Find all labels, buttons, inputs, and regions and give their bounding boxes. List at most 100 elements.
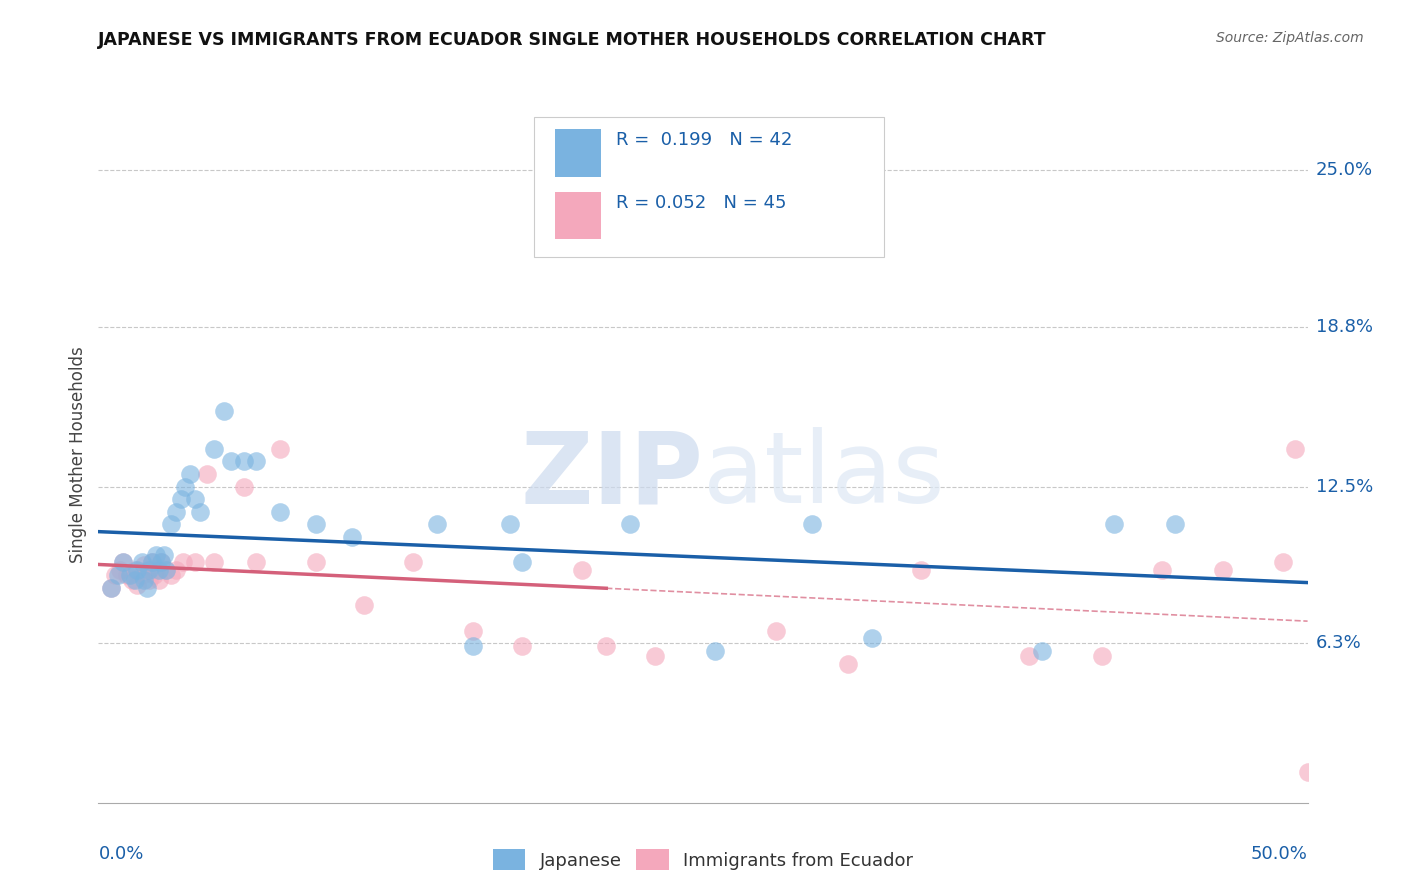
Point <box>127 578 149 592</box>
Point <box>111 556 134 570</box>
Point <box>269 505 291 519</box>
Point <box>837 657 859 671</box>
Point <box>1018 648 1040 663</box>
Legend: Japanese, Immigrants from Ecuador: Japanese, Immigrants from Ecuador <box>485 842 921 877</box>
Text: 25.0%: 25.0% <box>1316 161 1374 179</box>
Point <box>135 581 157 595</box>
Point <box>269 442 291 456</box>
Point <box>595 639 617 653</box>
FancyBboxPatch shape <box>555 192 602 239</box>
Point <box>111 556 134 570</box>
Text: JAPANESE VS IMMIGRANTS FROM ECUADOR SINGLE MOTHER HOUSEHOLDS CORRELATION CHART: JAPANESE VS IMMIGRANTS FROM ECUADOR SING… <box>98 31 1047 49</box>
Point <box>124 563 146 577</box>
Point <box>305 556 328 570</box>
Point <box>765 624 787 638</box>
Point <box>232 454 254 468</box>
Point <box>1272 556 1295 570</box>
Point <box>107 568 129 582</box>
Point <box>1284 442 1306 456</box>
Point <box>245 556 267 570</box>
Point <box>134 558 156 572</box>
Point <box>169 492 191 507</box>
Point <box>165 563 187 577</box>
Y-axis label: Single Mother Households: Single Mother Households <box>69 347 87 563</box>
Text: 18.8%: 18.8% <box>1316 318 1372 336</box>
Point <box>121 573 143 587</box>
Point <box>184 556 207 570</box>
Point <box>148 573 170 587</box>
Point <box>1102 517 1125 532</box>
Point <box>160 517 183 532</box>
Text: R = 0.052   N = 45: R = 0.052 N = 45 <box>616 194 786 212</box>
FancyBboxPatch shape <box>555 129 602 177</box>
Point <box>704 644 727 658</box>
Point <box>353 599 375 613</box>
FancyBboxPatch shape <box>534 118 884 257</box>
Point <box>1163 517 1185 532</box>
Point <box>141 556 163 570</box>
Point <box>160 568 183 582</box>
Point <box>510 556 533 570</box>
Point <box>117 568 139 582</box>
Point <box>108 563 131 577</box>
Text: ZIP: ZIP <box>520 427 703 524</box>
Point <box>232 479 254 493</box>
Point <box>152 548 174 562</box>
Point <box>342 530 364 544</box>
Point <box>172 556 194 570</box>
Point <box>138 563 160 577</box>
Point <box>131 568 153 582</box>
Point <box>131 556 153 570</box>
Point <box>195 467 218 481</box>
Point <box>463 624 485 638</box>
Point <box>150 556 173 570</box>
Point <box>1031 644 1053 658</box>
Point <box>644 648 666 663</box>
Text: 6.3%: 6.3% <box>1316 634 1361 652</box>
Point <box>155 563 177 577</box>
Point <box>910 563 932 577</box>
Point <box>145 548 167 562</box>
Point <box>165 505 187 519</box>
Point <box>104 568 127 582</box>
Point <box>212 403 235 417</box>
Point <box>188 505 211 519</box>
Point <box>510 639 533 653</box>
Point <box>100 581 122 595</box>
Point <box>134 573 156 587</box>
Point <box>127 563 149 577</box>
Point <box>124 573 146 587</box>
Text: 50.0%: 50.0% <box>1251 845 1308 863</box>
Text: Source: ZipAtlas.com: Source: ZipAtlas.com <box>1216 31 1364 45</box>
Point <box>860 632 883 646</box>
Point <box>1296 765 1319 780</box>
Point <box>174 479 197 493</box>
Point <box>135 563 157 577</box>
Point <box>118 568 141 582</box>
Point <box>305 517 328 532</box>
Point <box>619 517 641 532</box>
Point <box>138 573 160 587</box>
Text: 12.5%: 12.5% <box>1316 477 1374 496</box>
Point <box>800 517 823 532</box>
Point <box>155 563 177 577</box>
Point <box>150 556 173 570</box>
Point <box>1212 563 1234 577</box>
Point <box>221 454 243 468</box>
Point <box>1152 563 1174 577</box>
Point <box>245 454 267 468</box>
Point <box>100 581 122 595</box>
Text: atlas: atlas <box>703 427 945 524</box>
Point <box>179 467 201 481</box>
Point <box>145 563 167 577</box>
Point <box>426 517 449 532</box>
Point <box>184 492 207 507</box>
Point <box>463 639 485 653</box>
Point <box>1091 648 1114 663</box>
Point <box>571 563 593 577</box>
Point <box>204 556 226 570</box>
Point <box>141 556 163 570</box>
Point <box>498 517 520 532</box>
Text: 0.0%: 0.0% <box>98 845 143 863</box>
Point <box>204 442 226 456</box>
